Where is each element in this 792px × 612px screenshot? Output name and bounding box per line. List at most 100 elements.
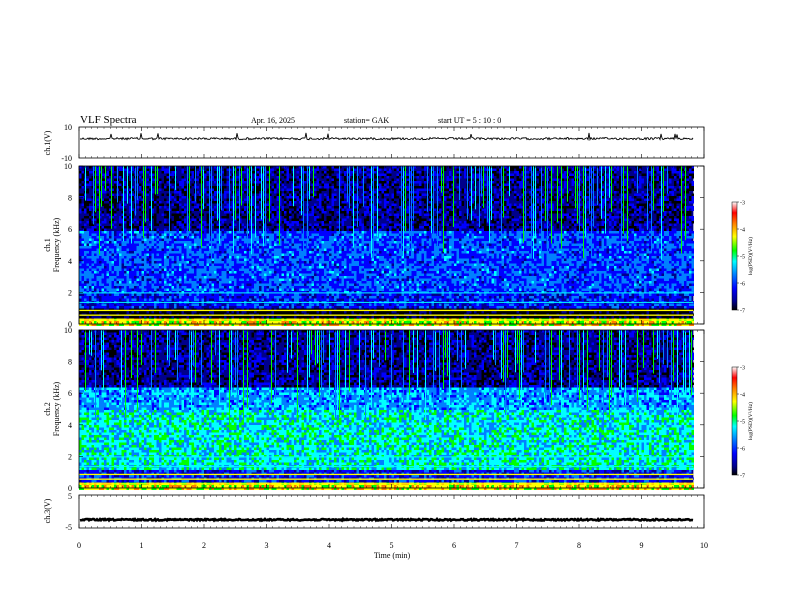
spectrogram-cell — [396, 233, 399, 236]
spectrogram-cell — [336, 243, 339, 246]
spectrogram-cell — [371, 223, 374, 226]
spectrogram-cell — [231, 216, 234, 219]
spectrogram-cell — [599, 236, 602, 239]
spectrogram-cell — [511, 241, 514, 244]
spectrogram-cell — [276, 243, 279, 246]
spectrogram-cell — [371, 238, 374, 241]
spectrogram-cell — [416, 238, 419, 241]
spectrogram-cell — [484, 228, 487, 231]
spectrogram-cell — [111, 198, 114, 201]
spectrogram-cell — [106, 178, 109, 181]
spectrogram-cell — [176, 221, 179, 224]
spectrogram-cell — [81, 233, 84, 236]
spectrogram-cell — [384, 241, 387, 244]
spectrogram-cell — [104, 236, 107, 239]
spectrogram-cell — [671, 211, 674, 214]
spectrogram-cell — [346, 216, 349, 219]
spectrogram-cell — [309, 213, 312, 216]
spectrogram-cell — [104, 206, 107, 209]
spectrogram-cell — [236, 241, 239, 244]
spectrogram-cell — [281, 211, 284, 214]
spectrogram-cell — [174, 223, 177, 226]
spectrogram-cell — [141, 221, 144, 224]
spectrogram-cell — [579, 216, 582, 219]
spectrogram-cell — [541, 201, 544, 204]
spectrogram-cell — [354, 223, 357, 226]
spectrogram-cell — [114, 221, 117, 224]
spectrogram-cell — [516, 206, 519, 209]
spectrogram-cell — [151, 211, 154, 214]
spectrogram-cell — [131, 188, 134, 191]
spectrogram-cell — [521, 183, 524, 186]
spectrogram-cell — [186, 238, 189, 241]
spectrogram-cell — [394, 233, 397, 236]
spectrogram-cell — [549, 183, 552, 186]
spectrogram-cell — [81, 226, 84, 229]
spectrogram-cell — [491, 241, 494, 244]
spectrogram-cell — [366, 216, 369, 219]
spectrogram-cell — [341, 241, 344, 244]
spectrogram-cell — [109, 196, 112, 199]
spectrogram-cell — [631, 228, 634, 231]
spectrogram-cell — [104, 221, 107, 224]
spectrogram-cell — [139, 208, 142, 211]
spectrogram-cell — [499, 171, 502, 174]
spectrogram-cell — [406, 226, 409, 229]
spectrogram-cell — [619, 206, 622, 209]
spectrogram-cell — [89, 246, 92, 249]
spectrogram-cell — [601, 186, 604, 189]
spectrogram-cell — [611, 238, 614, 241]
spectrogram-cell — [439, 208, 442, 211]
spectrogram-cell — [256, 213, 259, 216]
spectrogram-cell — [86, 231, 89, 234]
spectrogram-cell — [124, 216, 127, 219]
spectrogram-cell — [281, 183, 284, 186]
spectrogram-cell — [339, 241, 342, 244]
spectrogram-cell — [561, 241, 564, 244]
spectrogram-cell — [336, 221, 339, 224]
spectrogram-cell — [639, 168, 642, 171]
spectrogram-cell — [81, 228, 84, 231]
spectrogram-cell — [579, 226, 582, 229]
spectrogram-cell — [509, 218, 512, 221]
spectrogram-cell — [151, 198, 154, 201]
spectrogram-cell — [249, 183, 252, 186]
spectrogram-cell — [129, 223, 132, 226]
spectrogram-cell — [401, 241, 404, 244]
spectrogram-cell — [99, 186, 102, 189]
spectrogram-cell — [359, 218, 362, 221]
spectrogram-cell — [624, 236, 627, 239]
spectrogram-cell — [466, 218, 469, 221]
spectrogram-cell — [419, 201, 422, 204]
spectrogram-cell — [196, 206, 199, 209]
spectrogram-cell — [314, 206, 317, 209]
spectrogram-cell — [439, 213, 442, 216]
spectrogram-cell — [384, 238, 387, 241]
spectrogram-cell — [476, 176, 479, 179]
spectrogram-cell — [531, 233, 534, 236]
spectrogram-cell — [121, 181, 124, 184]
spectrogram-cell — [151, 173, 154, 176]
spectrogram-cell — [199, 178, 202, 181]
spectrogram-cell — [634, 238, 637, 241]
spectrogram-cell — [381, 236, 384, 239]
spectrogram-cell — [286, 176, 289, 179]
spectrogram-cell — [446, 236, 449, 239]
spectrogram-cell — [484, 216, 487, 219]
spectrogram-cell — [166, 193, 169, 196]
spectrogram-cell — [506, 243, 509, 246]
spectrogram-cell — [636, 228, 639, 231]
spectrogram-cell — [274, 238, 277, 241]
spectrogram-cell — [154, 221, 157, 224]
spectrogram-cell — [319, 218, 322, 221]
spectrogram-cell — [281, 241, 284, 244]
spectrogram-cell — [191, 241, 194, 244]
spectrogram-cell — [374, 241, 377, 244]
spectrogram-cell — [529, 241, 532, 244]
spectrogram-cell — [191, 171, 194, 174]
spectrogram-cell — [96, 218, 99, 221]
spectrogram-cell — [209, 178, 212, 181]
spectrogram-cell — [449, 243, 452, 246]
spectrogram-cell — [516, 198, 519, 201]
spectrogram-cell — [89, 228, 92, 231]
